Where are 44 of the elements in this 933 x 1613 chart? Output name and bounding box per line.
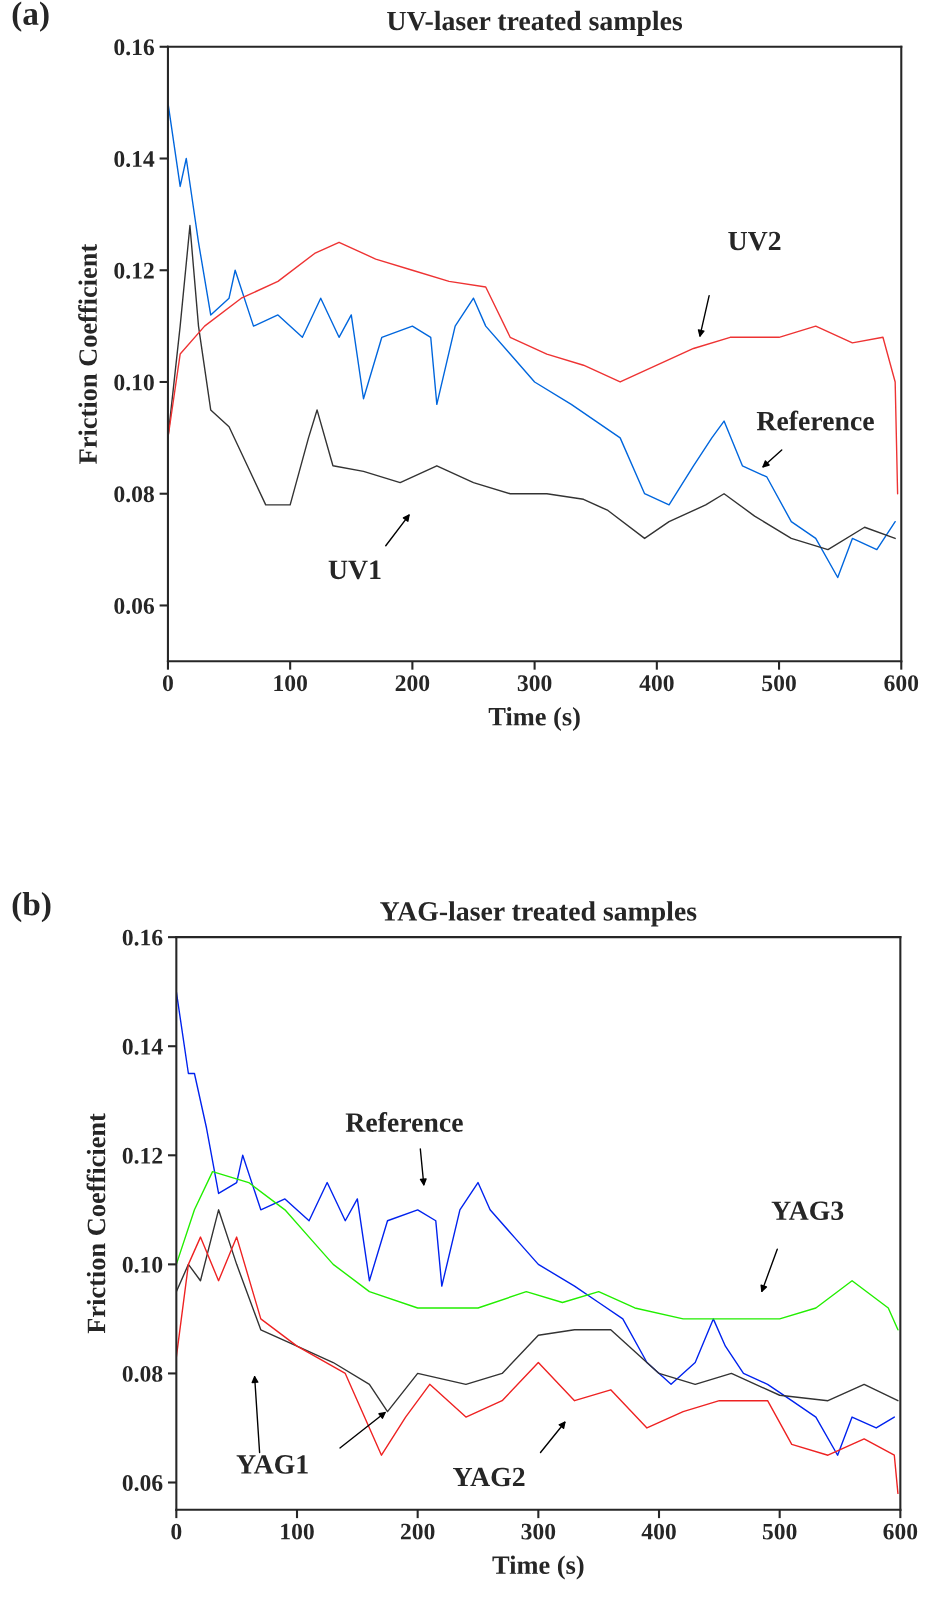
x-axis-title: Time (s) bbox=[492, 1555, 584, 1580]
x-tick-label: 400 bbox=[639, 675, 674, 692]
y-tick-label: 0.06 bbox=[114, 597, 155, 614]
x-tick-label: 200 bbox=[395, 675, 430, 692]
y-tick-label: 0.12 bbox=[122, 1147, 163, 1164]
y-tick-label: 0.14 bbox=[122, 1038, 163, 1055]
y-tick-label: 0.10 bbox=[114, 374, 154, 391]
x-tick-label: 200 bbox=[400, 1523, 435, 1540]
annotation: YAG2 bbox=[453, 1467, 525, 1487]
y-tick-label: 0.08 bbox=[114, 486, 154, 503]
x-tick-label: 400 bbox=[641, 1523, 676, 1540]
y-tick-label: 0.08 bbox=[122, 1365, 163, 1382]
y-axis-title: Friction Coefficient bbox=[86, 1113, 106, 1334]
text: (b) bbox=[12, 891, 51, 923]
chart-title: UV-laser treated samples bbox=[387, 10, 683, 37]
x-tick-label: 500 bbox=[762, 1523, 797, 1540]
y-tick-label: 0.14 bbox=[114, 151, 155, 168]
x-tick-label: 0 bbox=[171, 1523, 182, 1540]
chart-title: YAG-laser treated samples bbox=[380, 901, 697, 927]
line-series bbox=[167, 224, 896, 551]
x-axis-title: Time (s) bbox=[488, 707, 580, 731]
y-tick-label: 0.12 bbox=[114, 262, 154, 279]
annotation: YAG1 bbox=[236, 1455, 308, 1474]
x-tick-label: 500 bbox=[762, 675, 796, 692]
x-tick-label: 600 bbox=[883, 1523, 918, 1540]
annotation: YAG3 bbox=[771, 1201, 844, 1221]
line-series bbox=[176, 1236, 899, 1495]
annotation: Reference bbox=[345, 1112, 463, 1132]
x-tick-label: 0 bbox=[162, 675, 173, 692]
x-tick-label: 300 bbox=[517, 675, 552, 692]
x-tick-label: 100 bbox=[274, 675, 307, 692]
annotation: UV1 bbox=[328, 560, 381, 580]
x-tick-label: 100 bbox=[281, 1523, 314, 1540]
annotation: Reference bbox=[756, 410, 874, 431]
x-tick-label: 600 bbox=[884, 675, 919, 692]
line-series bbox=[176, 1170, 899, 1331]
text: (a) bbox=[12, 1, 49, 32]
y-tick-label: 0.10 bbox=[122, 1256, 163, 1273]
x-tick-label: 300 bbox=[521, 1523, 556, 1540]
annotation: UV2 bbox=[728, 231, 781, 251]
y-tick-label: 0.16 bbox=[114, 39, 155, 56]
y-tick-label: 0.06 bbox=[122, 1474, 163, 1492]
y-axis-title: Friction Coefficient bbox=[78, 243, 97, 464]
y-tick-label: 0.16 bbox=[122, 929, 163, 946]
